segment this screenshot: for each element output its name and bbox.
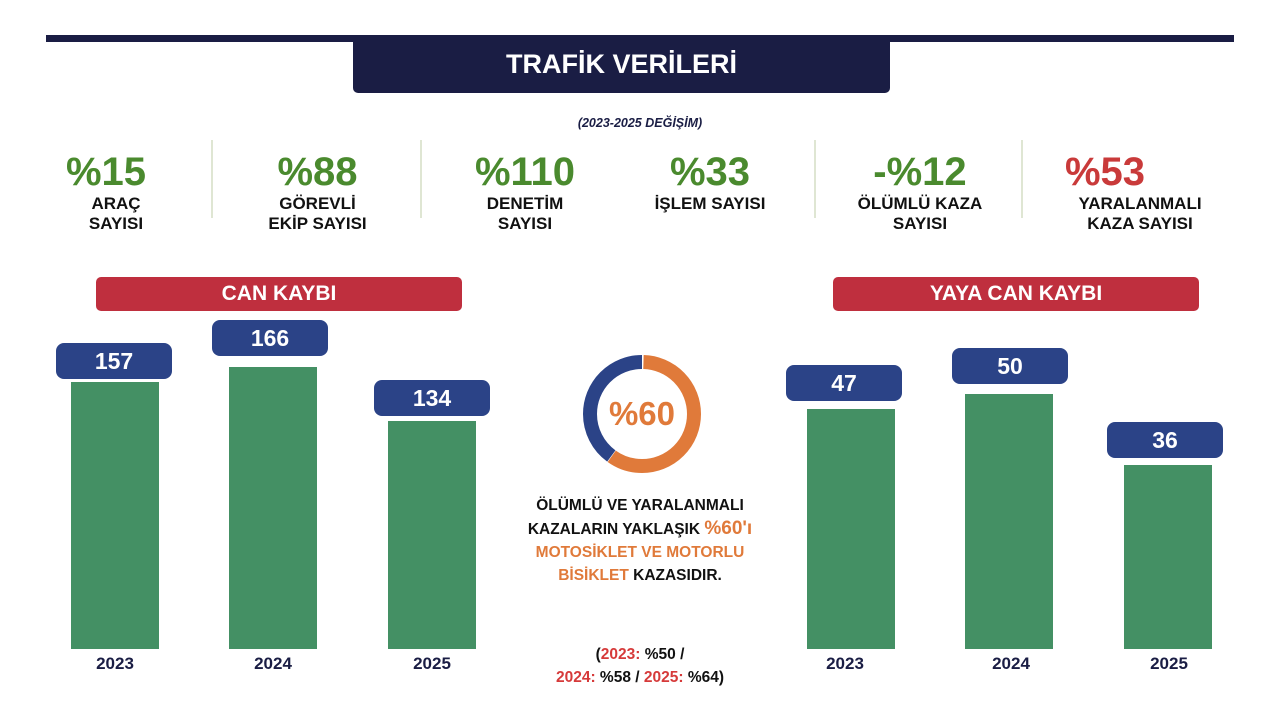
- note-text-part: (: [595, 646, 601, 663]
- bar-can-kaybi-2023: [71, 382, 159, 649]
- stat-label: SAYISI: [892, 214, 948, 233]
- stat-label: İŞLEM SAYISI: [654, 194, 766, 213]
- value-badge: 157: [56, 343, 172, 379]
- stat-label: KAZA SAYISI: [1087, 214, 1193, 233]
- divider: [1021, 140, 1023, 218]
- stat-label: ARAÇ: [91, 194, 141, 213]
- stat-label: ÖLÜMLÜ KAZA: [857, 194, 983, 213]
- x-tick-label: 2023: [96, 654, 134, 673]
- donut-value: %60: [608, 395, 676, 432]
- x-tick-label: 2023: [826, 654, 864, 673]
- stat-value: %88: [277, 150, 358, 194]
- note-highlight: %60'ı: [704, 518, 753, 539]
- note-line: (2023: %50 /: [495, 643, 785, 666]
- divider: [814, 140, 816, 218]
- donut-chart: [583, 355, 701, 473]
- stat-label: SAYISI: [497, 214, 553, 233]
- stat-label: GÖREVLİ: [279, 194, 356, 213]
- note-year: 2023:: [600, 646, 641, 663]
- stat-label: EKİP SAYISI: [268, 214, 367, 233]
- stat-label: YARALANMALI: [1078, 194, 1202, 213]
- stat-label: SAYISI: [88, 214, 144, 233]
- note-text-part: %58 /: [595, 669, 644, 686]
- note-year: 2024:: [555, 669, 596, 686]
- bar-yaya-2025: [1124, 465, 1212, 649]
- stat-label: DENETİM: [486, 194, 564, 213]
- value-badge: 134: [374, 380, 490, 416]
- value-badge: 47: [786, 365, 902, 401]
- note-line: BİSİKLET KAZASIDIR.: [495, 564, 785, 587]
- chart-title-yaya-can-kaybi: YAYA CAN KAYBI: [833, 277, 1199, 311]
- stat-denetim: %110 DENETİM SAYISI: [455, 150, 595, 234]
- x-tick-label: 2025: [413, 654, 451, 673]
- value-badge: 50: [952, 348, 1068, 384]
- divider: [211, 140, 213, 218]
- bar-yaya-2024: [965, 394, 1053, 649]
- note-year: 2025:: [643, 669, 684, 686]
- stat-value: %53: [1064, 150, 1146, 194]
- note-text-part: %50 /: [640, 646, 685, 663]
- stat-islem: %33 İŞLEM SAYISI: [630, 150, 790, 214]
- chart-title-can-kaybi: CAN KAYBI: [96, 277, 462, 311]
- value-badge: 166: [212, 320, 328, 356]
- page-title: TRAFİK VERİLERİ: [353, 35, 890, 93]
- bar-yaya-2023: [807, 409, 895, 649]
- x-tick-label: 2025: [1150, 654, 1188, 673]
- note-line: MOTOSİKLET VE MOTORLU: [535, 544, 745, 561]
- x-tick-label: 2024: [254, 654, 292, 673]
- divider: [420, 140, 422, 218]
- note-breakdown: (2023: %50 / 2024: %58 / 2025: %64): [495, 643, 785, 689]
- stat-value: %110: [474, 150, 576, 194]
- stat-olumlu-kaza: -%12 ÖLÜMLÜ KAZA SAYISI: [835, 150, 1005, 234]
- bar-can-kaybi-2024: [229, 367, 317, 649]
- note-text-part: KAZALARIN YAKLAŞIK: [527, 521, 705, 538]
- note-text-part: %64): [683, 669, 725, 686]
- value-badge: 36: [1107, 422, 1223, 458]
- stat-value: -%12: [873, 150, 967, 194]
- stat-value: %33: [669, 150, 751, 194]
- note-highlight: BİSİKLET: [558, 567, 629, 584]
- stat-arac: %15 ARAÇ SAYISI: [46, 150, 166, 234]
- note-text: ÖLÜMLÜ VE YARALANMALI KAZALARIN YAKLAŞIK…: [495, 494, 785, 587]
- note-line: KAZALARIN YAKLAŞIK %60'ı: [495, 517, 785, 541]
- page-subtitle: (2023-2025 DEĞİŞİM): [577, 116, 703, 130]
- x-tick-label: 2024: [992, 654, 1030, 673]
- note-text-part: KAZASIDIR.: [628, 567, 722, 584]
- bar-can-kaybi-2025: [388, 421, 476, 649]
- stat-gorevli: %88 GÖREVLİ EKİP SAYISI: [240, 150, 395, 234]
- note-line: ÖLÜMLÜ VE YARALANMALI: [536, 497, 744, 514]
- stat-value: %15: [65, 150, 147, 194]
- stat-yaralanmali-kaza: %53 YARALANMALI KAZA SAYISI: [1050, 150, 1230, 234]
- note-line: 2024: %58 / 2025: %64): [495, 666, 785, 689]
